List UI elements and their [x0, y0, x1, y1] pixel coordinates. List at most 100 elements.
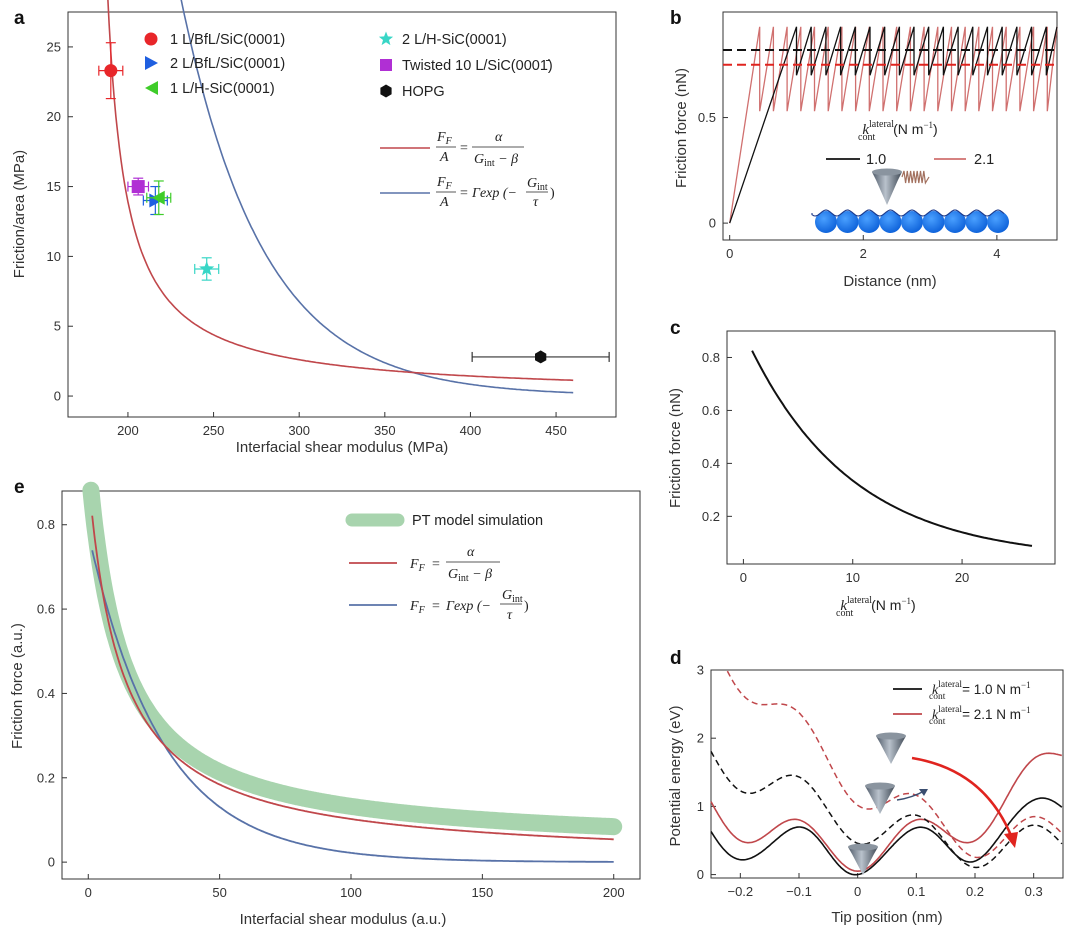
- y-tick-label: 3: [697, 663, 704, 678]
- atom: [987, 211, 1009, 233]
- legend-label-k1: 1.0: [866, 152, 886, 168]
- data-point-triangle-left: [151, 190, 165, 205]
- legend-label-1L-BfL: 1 L/BfL/SiC(0001): [170, 32, 285, 48]
- y-tick-label: 0.4: [702, 456, 720, 471]
- x-tick-label: 0.3: [1025, 884, 1043, 899]
- energy-dashed-k1: [710, 751, 1063, 869]
- data-point-hexagon: [535, 350, 547, 364]
- x-tick-label: 450: [545, 423, 567, 438]
- x-tick-label: 300: [288, 423, 310, 438]
- x-tick-label: 0: [854, 884, 861, 899]
- panel-d-tips: [848, 732, 1018, 875]
- tip-icon-bottom: [848, 847, 878, 875]
- data-point-triangle-right: [149, 193, 163, 208]
- legend-label-twisted: Twisted 10 L/SiC(0001̄): [402, 58, 553, 74]
- eq2-rhs: Γexp (−: [471, 186, 517, 201]
- tip-icon-middle: [865, 786, 895, 814]
- e-eq2-frac-den: τ: [507, 608, 513, 623]
- spring-icon: [901, 170, 930, 185]
- y-tick-label: 25: [47, 39, 61, 54]
- legend-label-HOPG: HOPG: [402, 84, 445, 100]
- y-tick-label: 20: [47, 109, 61, 124]
- atom-potential-wave: [811, 209, 1005, 217]
- x-tick-label: −0.1: [786, 884, 812, 899]
- x-tick-label: 0: [726, 246, 733, 261]
- panel-c-frame: [726, 330, 1056, 565]
- x-tick-label: 200: [117, 423, 139, 438]
- legend-label-2L-BfL: 2 L/BfL/SiC(0001): [170, 56, 285, 72]
- y-tick-label: 0.6: [37, 602, 55, 617]
- x-tick-label: 2: [860, 246, 867, 261]
- y-tick-label: 0.8: [37, 517, 55, 532]
- eq2-lhs-den: A: [439, 195, 449, 210]
- friction-vs-k-curve: [751, 350, 1033, 547]
- arrow-dark-head: [919, 789, 928, 796]
- fit-curve-exponential: [180, 0, 574, 394]
- panel-e-ylabel: Friction force (a.u.): [9, 623, 26, 749]
- atom: [901, 211, 923, 233]
- atom: [836, 211, 859, 233]
- data-point-square: [131, 180, 145, 194]
- eq1-lhs-num: FF: [436, 130, 453, 147]
- panel-c-chart: 0 10 20 0.20.40.60.8 klateral cont (N m−1) …: [667, 330, 1056, 619]
- panel-d-chart: −0.2 −0.1 0 0.1 0.2 0.3 0 1 2 3 Tip position (nm…: [667, 663, 1064, 926]
- tip-icon-middle-top: [865, 782, 895, 790]
- panel-a-chart: 200 250 300 350 400 450 0 5 10 15 20 25 Interfacia…: [11, 0, 617, 456]
- x-tick-label: 0.2: [966, 884, 984, 899]
- panel-b-chart: 0 2 4 0 0.5 Distance (nm) Friction force (n…: [673, 11, 1058, 290]
- panel-d-legend: klateral cont = 1.0 N m−1 klateral cont = …: [893, 680, 1031, 727]
- panel-label-d: d: [670, 648, 682, 669]
- legend-marker-hexagon: [380, 84, 392, 98]
- x-tick-label: 250: [203, 423, 225, 438]
- e-eq2-frac-num: Gint: [502, 588, 523, 605]
- panel-c-xlabel: klateral cont (N m−1): [836, 595, 916, 619]
- atom: [858, 211, 880, 233]
- x-tick-label: 100: [340, 885, 362, 900]
- eq1-rhs-den: Gint − β: [474, 152, 518, 169]
- e-eq2-lhs: FF: [409, 599, 426, 616]
- legend-label-d1: klateral cont = 1.0 N m−1: [929, 680, 1031, 702]
- arrow-red-head: [1004, 832, 1018, 848]
- atom: [965, 211, 988, 233]
- x-tick-label: 0.1: [907, 884, 925, 899]
- eq2-frac-den: τ: [533, 195, 539, 210]
- x-tick-label: 400: [460, 423, 482, 438]
- y-tick-label: 0: [697, 867, 704, 882]
- panel-d-frame: [710, 669, 1064, 879]
- legend-marker-star: [378, 31, 394, 46]
- x-tick-label: 150: [472, 885, 494, 900]
- x-tick-label: 4: [993, 246, 1000, 261]
- panel-a-xlabel: Interfacial shear modulus (MPa): [236, 439, 449, 456]
- afm-tip-top: [872, 168, 902, 176]
- y-tick-label: 2: [697, 731, 704, 746]
- e-eq1-lhs: FF: [409, 557, 426, 574]
- legend-marker-triangle-right: [145, 56, 158, 70]
- eq1-equals: =: [460, 141, 468, 156]
- tip-icon-upper-top: [876, 732, 906, 740]
- e-eq1-equals: =: [432, 557, 440, 572]
- e-eq1-num: α: [467, 545, 475, 560]
- legend-label-d2: klateral cont = 2.1 N m−1: [929, 705, 1031, 727]
- panel-a-fit-legend: FF A = α Gint − β FF A = Γexp (− Gint τ …: [380, 130, 555, 210]
- y-tick-label: 1: [697, 799, 704, 814]
- y-tick-label: 0.8: [702, 350, 720, 365]
- y-tick-label: 0.2: [702, 509, 720, 524]
- panel-e-chart: 0 50 100 150 200 0 0.2 0.4 0.6 0.8 Interfacial s…: [9, 481, 641, 928]
- data-point-circle: [104, 64, 118, 78]
- arrow-red: [911, 756, 1014, 839]
- panel-a-ylabel: Friction/area (MPa): [11, 150, 28, 278]
- y-tick-label: 0.4: [37, 686, 55, 701]
- panel-b-legend: klateral cont (N m−1) 1.0 2.1: [826, 119, 994, 168]
- x-tick-label: 0: [85, 885, 92, 900]
- exponential-fit-line: [91, 550, 614, 863]
- eq1-rhs-num: α: [495, 130, 503, 145]
- e-eq2-equals: =: [432, 599, 440, 614]
- x-tick-label: 10: [845, 570, 859, 585]
- y-tick-label: 5: [54, 319, 61, 334]
- panel-label-a: a: [14, 8, 25, 29]
- legend-label-2L-H: 2 L/H-SiC(0001): [402, 32, 507, 48]
- panel-d-ylabel: Potential energy (eV): [667, 706, 684, 847]
- legend-marker-triangle-left: [145, 81, 158, 95]
- panel-b-xlabel: Distance (nm): [843, 273, 936, 290]
